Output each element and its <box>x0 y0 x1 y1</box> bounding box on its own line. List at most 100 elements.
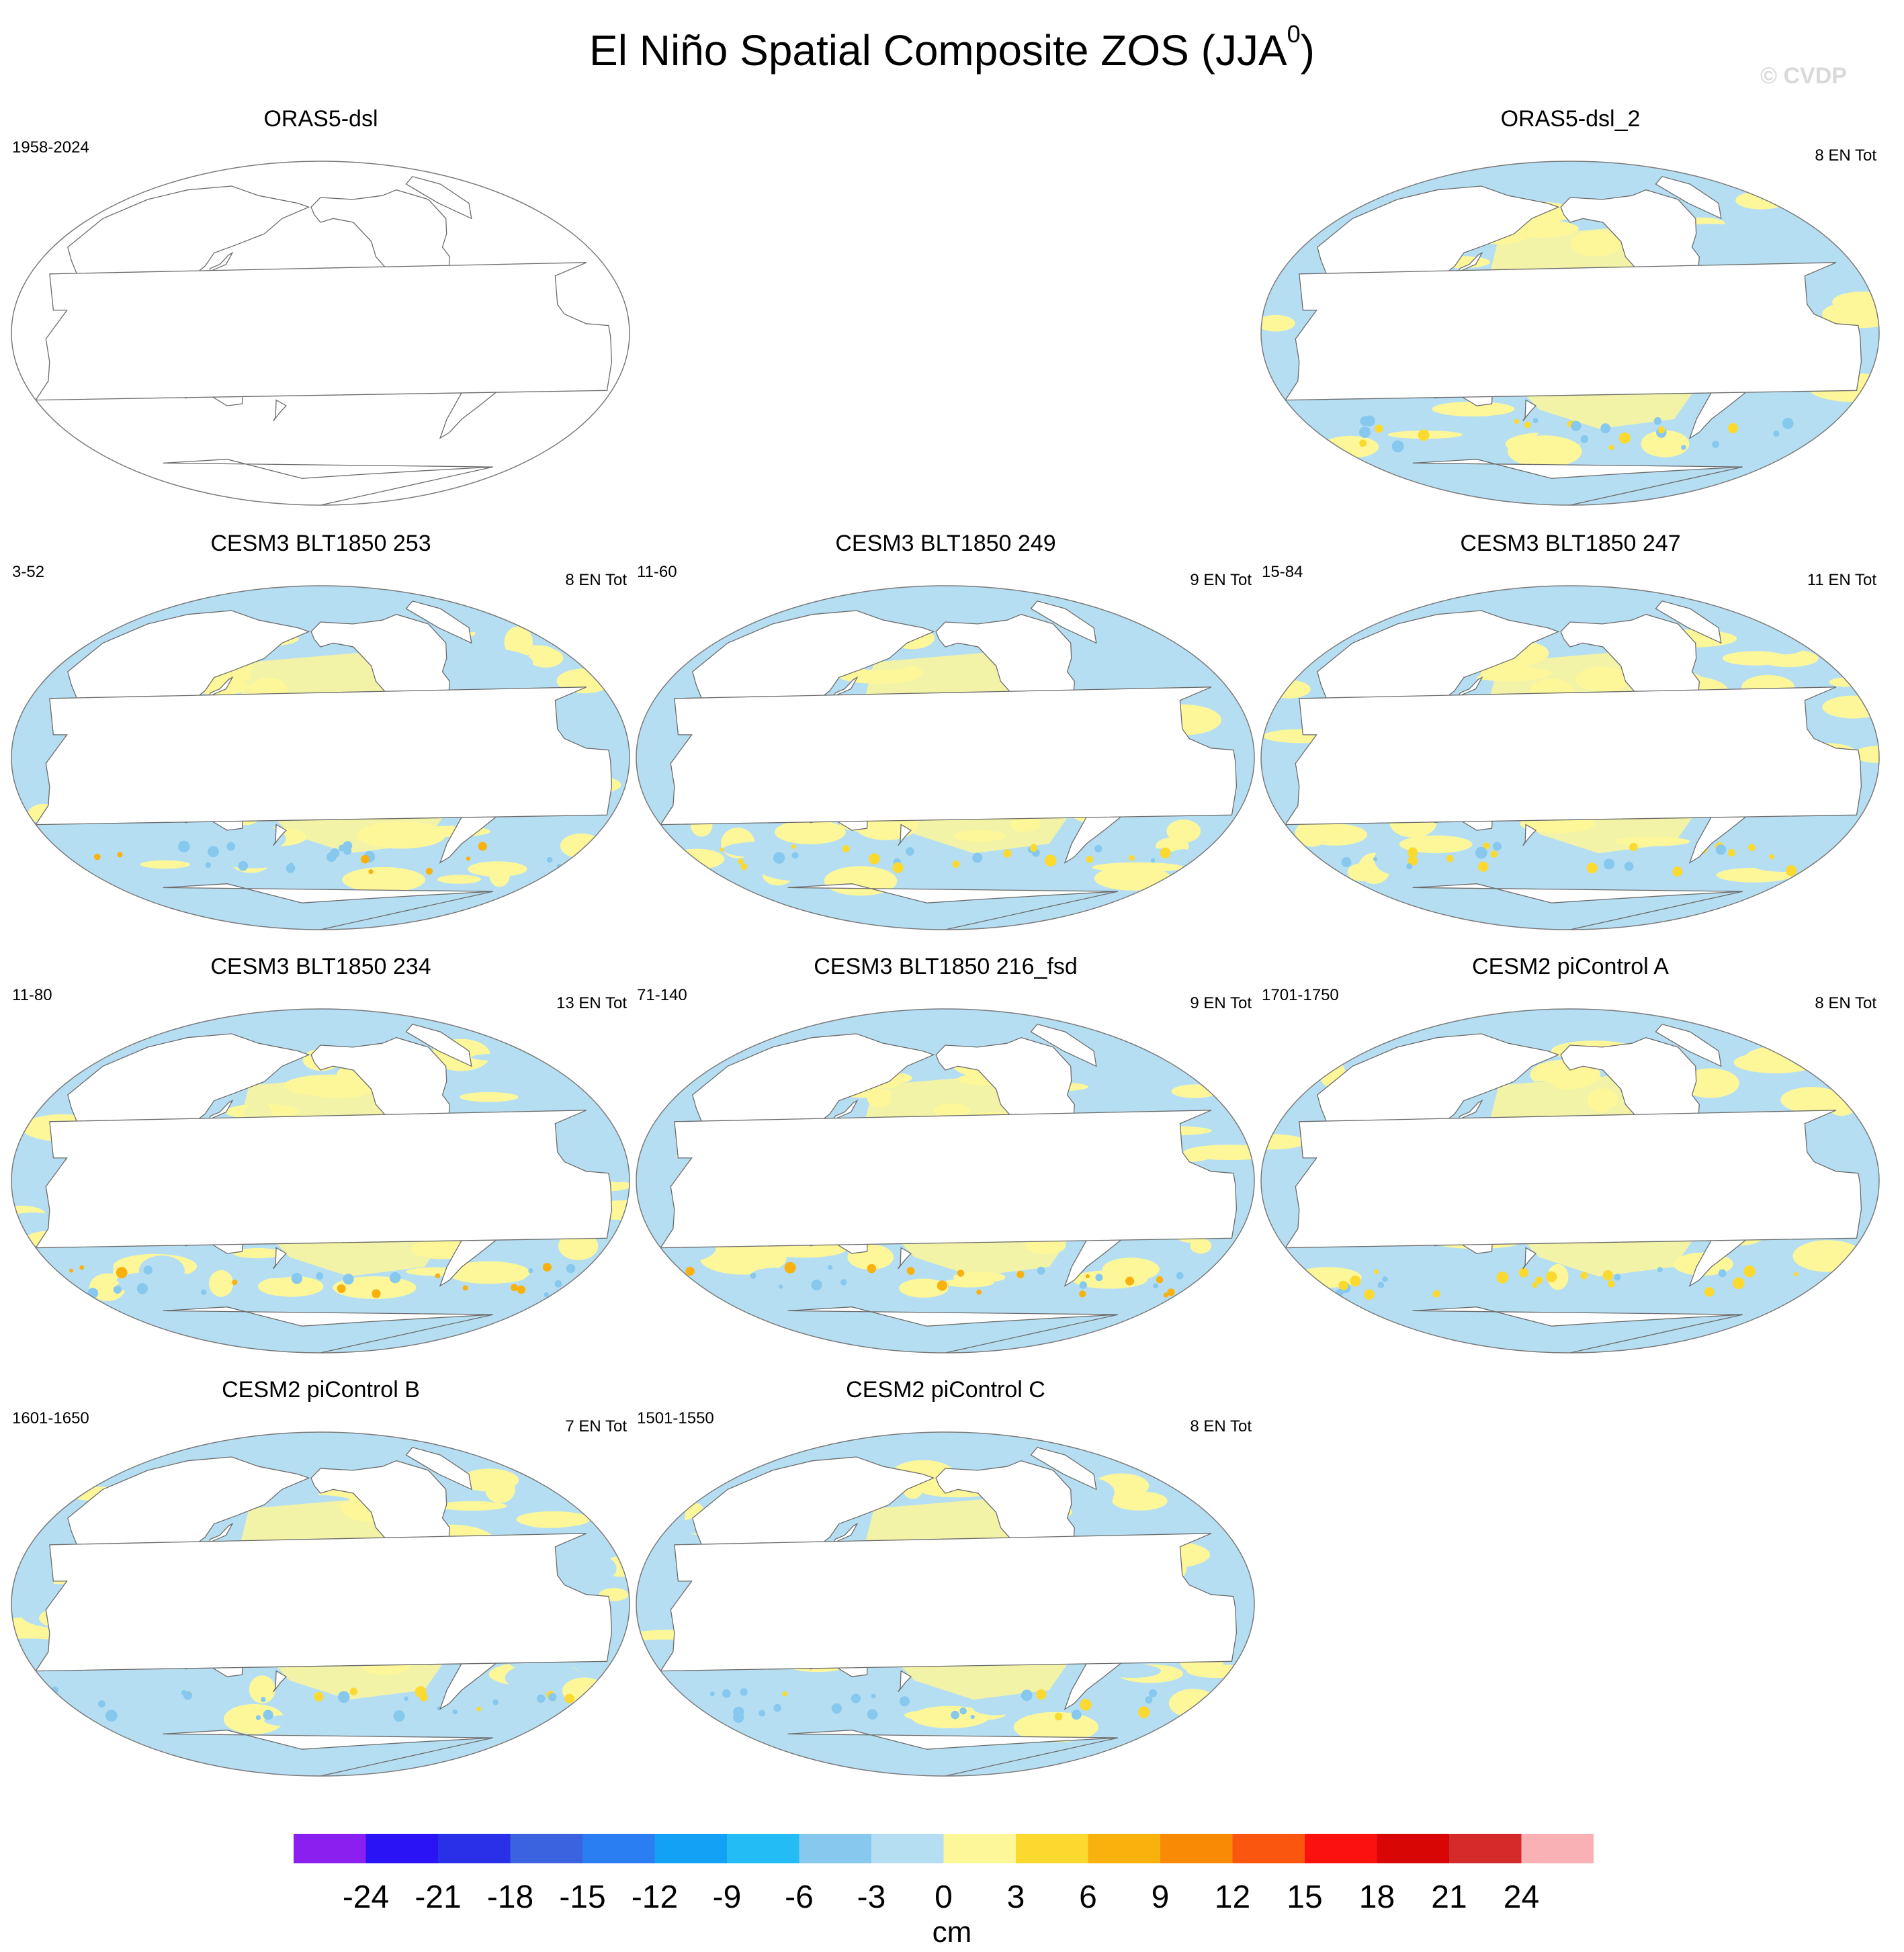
anomaly-patch <box>460 1468 519 1492</box>
southern-ocean-eddy <box>511 1284 518 1292</box>
map-panel: CESM3 BLT1850 216_fsd 71-140 9 EN Tot <box>632 954 1260 1370</box>
land-antarctica <box>163 1730 494 1776</box>
land-nz <box>898 1670 912 1693</box>
southern-ocean-eddy <box>1145 1696 1153 1704</box>
southern-ocean-eddy <box>452 1709 458 1715</box>
land-japan <box>207 251 234 273</box>
anomaly-patch <box>1086 1085 1150 1106</box>
map-field <box>1261 161 1879 505</box>
anomaly-patch <box>1322 435 1379 458</box>
map-panel: ORAS5-dsl_2 8 EN Tot <box>1256 106 1885 523</box>
southern-ocean-eddy <box>205 862 212 869</box>
colorbar-tick-label: -15 <box>559 1879 605 1915</box>
map-panel: CESM2 piControl B 1601-1650 7 EN Tot <box>7 1377 635 1793</box>
southern-ocean-eddy <box>314 1691 324 1701</box>
southern-ocean-eddy <box>1580 435 1589 443</box>
southern-ocean-eddy <box>1773 431 1780 437</box>
panel-period: 1958-2024 <box>12 138 89 157</box>
southern-ocean-eddy <box>1054 1712 1063 1721</box>
southern-ocean-eddy <box>50 1686 58 1695</box>
anomaly-patch <box>342 867 425 893</box>
world-map <box>636 1008 1255 1354</box>
colorbar-tick-label: -12 <box>632 1879 678 1915</box>
colorbar-swatch <box>1016 1834 1088 1863</box>
southern-ocean-eddy <box>117 852 123 858</box>
anomaly-patch <box>1168 1689 1219 1718</box>
southern-ocean-eddy <box>1030 844 1037 852</box>
map-border <box>11 1431 630 1777</box>
southern-ocean-eddy <box>372 1289 381 1298</box>
southern-ocean-eddy <box>1793 1272 1799 1277</box>
world-map <box>1260 1008 1880 1354</box>
land-africa <box>34 1110 613 1249</box>
colorbar-tick-label: 24 <box>1504 1879 1539 1915</box>
southern-ocean-eddy <box>1493 842 1502 851</box>
panel-count: 9 EN Tot <box>1190 994 1252 1012</box>
anomaly-patch <box>1190 1238 1212 1254</box>
anomaly-patch <box>11 1638 70 1649</box>
world-map <box>636 1431 1255 1777</box>
land-africa <box>1284 262 1862 401</box>
southern-ocean-eddy <box>338 844 345 852</box>
southern-ocean-eddy <box>337 1284 346 1293</box>
southern-ocean-eddy <box>1786 865 1797 877</box>
southern-ocean-eddy <box>1079 1290 1086 1298</box>
southern-ocean-eddy <box>1079 1281 1087 1289</box>
southern-ocean-eddy <box>1377 1282 1385 1288</box>
land-antarctica <box>163 459 494 505</box>
anomaly-patch <box>437 1501 507 1511</box>
southern-ocean-eddy <box>740 863 748 871</box>
world-map <box>11 1008 630 1354</box>
land-nz <box>273 399 288 422</box>
title-superscript: 0 <box>1287 20 1301 48</box>
southern-ocean-eddy <box>1138 1706 1150 1718</box>
anomaly-patch <box>1750 220 1837 240</box>
southern-ocean-eddy <box>722 1689 731 1698</box>
anomaly-patch <box>722 841 814 858</box>
colorbar-swatch <box>1305 1834 1377 1863</box>
anomaly-patch <box>477 1722 523 1732</box>
colorbar-tick-label: 9 <box>1152 1879 1170 1915</box>
map-panel: CESM3 BLT1850 234 11-80 13 EN Tot <box>7 954 635 1370</box>
land-africa <box>34 1533 613 1672</box>
southern-ocean-eddy <box>1432 1290 1440 1298</box>
colorbar-swatch <box>294 1834 366 1863</box>
southern-ocean-eddy <box>1446 854 1454 862</box>
map-field <box>11 586 630 930</box>
land-greenland <box>1655 176 1722 220</box>
land-africa <box>34 686 613 826</box>
southern-ocean-eddy <box>1151 858 1156 863</box>
anomaly-patch <box>1266 680 1311 699</box>
panel-title: CESM2 piControl C <box>846 1377 1045 1403</box>
panel-period: 15-84 <box>1262 563 1303 581</box>
southern-ocean-eddy <box>959 1707 967 1715</box>
southern-ocean-eddy <box>1125 1276 1135 1286</box>
southern-ocean-eddy <box>1167 1288 1175 1296</box>
land-africa <box>659 1110 1238 1249</box>
southern-ocean-eddy <box>1712 441 1719 448</box>
anomaly-patch <box>1829 677 1862 687</box>
southern-ocean-eddy <box>1743 1266 1756 1278</box>
southern-ocean-eddy <box>564 1693 574 1703</box>
southern-ocean-eddy <box>1036 1689 1047 1700</box>
southern-ocean-eddy <box>419 1693 428 1701</box>
southern-ocean-eddy <box>544 1292 549 1298</box>
anomaly-patch <box>226 1268 301 1279</box>
southern-ocean-eddy <box>212 851 218 856</box>
panel-period: 1501-1550 <box>637 1409 714 1427</box>
southern-ocean-eddy <box>1085 1274 1090 1278</box>
southern-ocean-eddy <box>1071 1710 1082 1720</box>
panel-title: ORAS5-dsl_2 <box>1500 106 1641 132</box>
southern-ocean-eddy <box>425 867 433 875</box>
land-antarctica <box>787 1306 1119 1353</box>
southern-ocean-eddy <box>976 1289 982 1295</box>
panel-count: 8 EN Tot <box>1815 994 1876 1012</box>
southern-ocean-eddy <box>238 860 249 871</box>
land-antarctica <box>1412 1306 1743 1353</box>
southern-ocean-eddy <box>1672 867 1683 877</box>
anomaly-patch <box>1765 641 1804 655</box>
southern-ocean-eddy <box>1614 1274 1621 1281</box>
southern-ocean-eddy <box>1748 844 1756 851</box>
southern-ocean-eddy <box>1156 1276 1164 1284</box>
anomaly-patch <box>1261 1134 1307 1150</box>
